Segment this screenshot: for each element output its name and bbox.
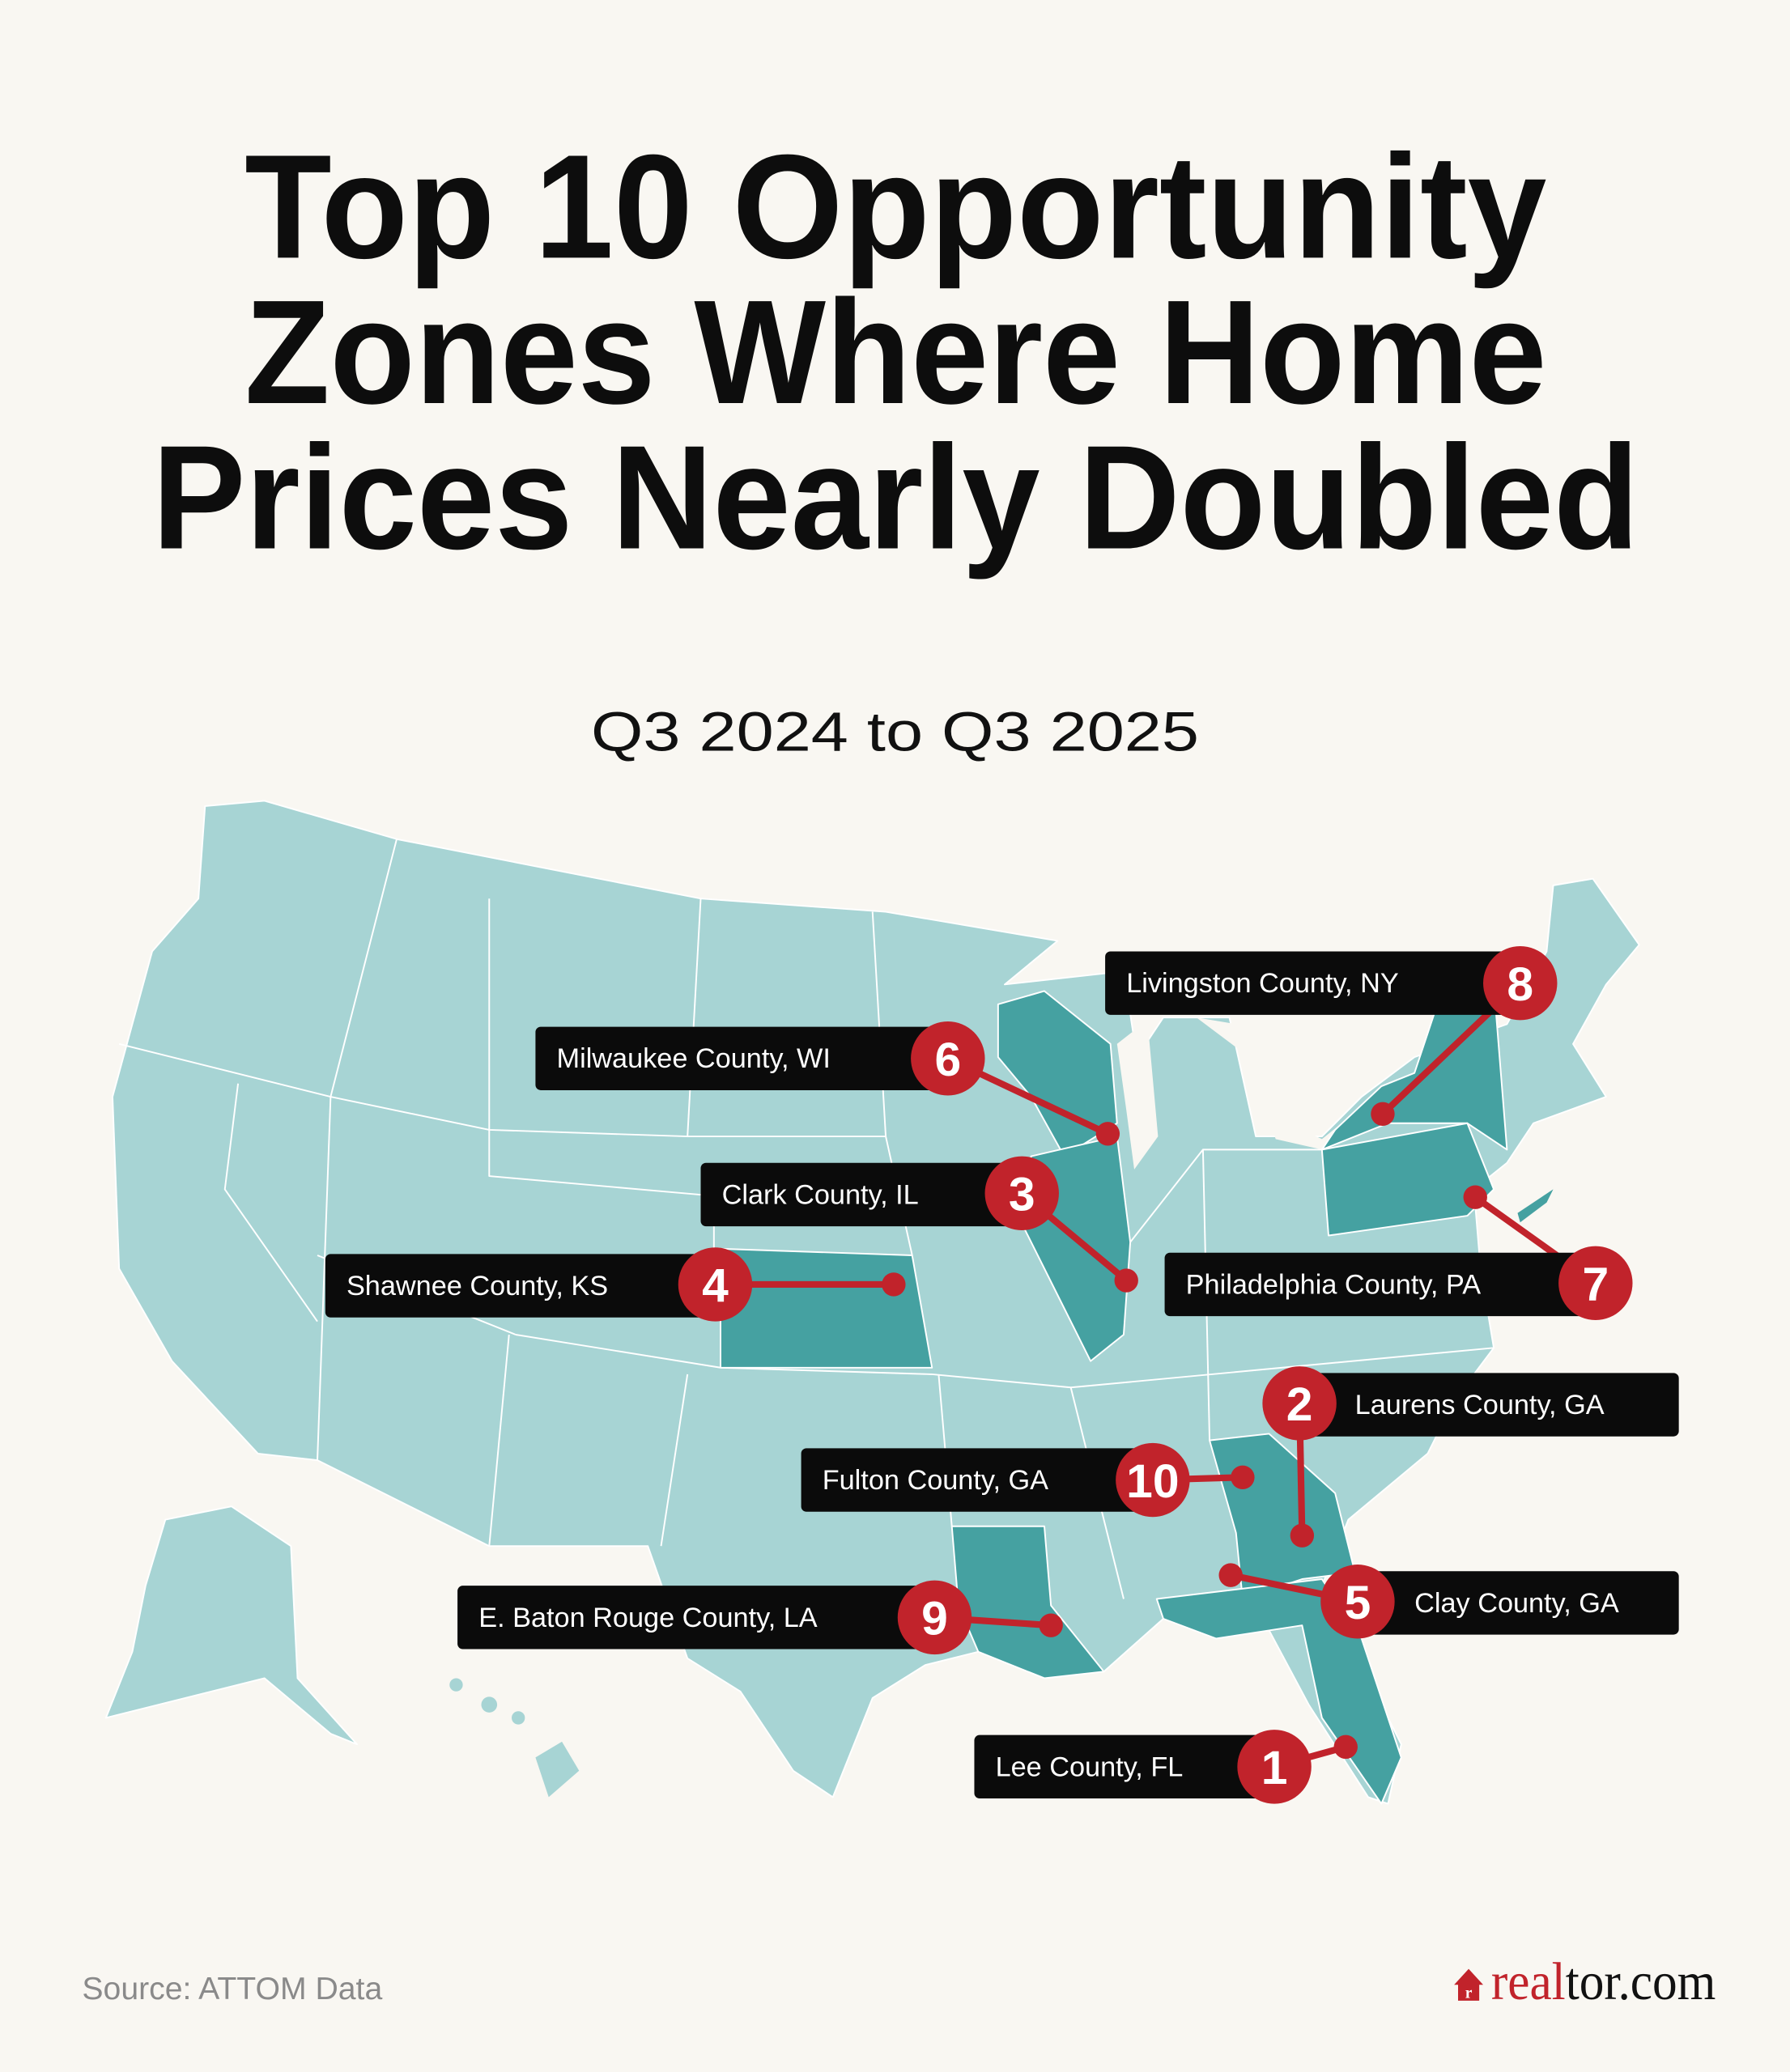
marker-9: E. Baton Rouge County, LA 9 xyxy=(457,1580,1063,1655)
county-label: Lee County, FL xyxy=(996,1751,1184,1782)
rank-number: 3 xyxy=(1009,1169,1035,1221)
svg-text:realtor.com: realtor.com xyxy=(1491,1953,1716,2011)
location-dot xyxy=(1333,1734,1358,1760)
label-box xyxy=(457,1586,935,1650)
label-box xyxy=(974,1734,1273,1799)
rank-number: 4 xyxy=(702,1259,729,1312)
rank-number: 2 xyxy=(1286,1378,1313,1431)
lake-michigan xyxy=(1116,1020,1159,1170)
rank-badge xyxy=(678,1247,753,1322)
lake-huron-erie xyxy=(1196,1017,1375,1150)
county-label: Philadelphia County, PA xyxy=(1186,1269,1482,1300)
marker-5: Clay County, GA 5 xyxy=(1218,1563,1679,1639)
label-box xyxy=(1105,951,1520,1015)
location-dot xyxy=(1371,1102,1395,1127)
rank-number: 9 xyxy=(921,1593,948,1645)
logo-text-red: real xyxy=(1491,1953,1566,2011)
county-label: Livingston County, NY xyxy=(1126,968,1399,999)
label-box xyxy=(325,1254,714,1318)
label-box xyxy=(801,1448,1150,1512)
county-label: Clark County, IL xyxy=(722,1179,919,1210)
marker-1: Lee County, FL 1 xyxy=(974,1730,1358,1804)
rank-number: 1 xyxy=(1261,1742,1288,1794)
title-line-2: Zones Where Home xyxy=(244,269,1546,435)
location-dot xyxy=(1039,1613,1063,1637)
county-label: Shawnee County, KS xyxy=(347,1271,608,1301)
markers-layer: Lee County, FL 1 Laurens County, GA 2 Clark … xyxy=(325,945,1679,1804)
county-label: Fulton County, GA xyxy=(823,1465,1048,1496)
label-box xyxy=(1361,1571,1679,1635)
title-line-1: Top 10 Opportunity xyxy=(244,123,1546,289)
rank-number: 5 xyxy=(1345,1577,1371,1629)
location-dot xyxy=(1218,1563,1243,1587)
location-dot xyxy=(1463,1185,1487,1209)
realtor-logo: r realtor.com xyxy=(1454,1953,1716,2011)
label-box xyxy=(700,1162,1023,1227)
rank-badge xyxy=(897,1580,972,1655)
label-box xyxy=(535,1026,950,1090)
state-ks xyxy=(720,1247,933,1369)
marker-10: Fulton County, GA 10 xyxy=(801,1442,1255,1518)
rank-number: 8 xyxy=(1507,958,1533,1011)
location-dot xyxy=(1231,1465,1255,1489)
house-r-icon: r xyxy=(1454,1968,1484,2002)
marker-8: Livingston County, NY 8 xyxy=(1105,945,1558,1127)
rank-number: 10 xyxy=(1126,1455,1179,1508)
rank-badge xyxy=(1558,1246,1633,1321)
marker-2: Laurens County, GA 2 xyxy=(1262,1366,1679,1548)
location-dot xyxy=(1095,1122,1120,1146)
rank-badge xyxy=(984,1156,1059,1230)
rank-number: 7 xyxy=(1582,1259,1609,1311)
title-line-3: Prices Nearly Doubled xyxy=(152,414,1639,580)
rank-badge xyxy=(1237,1730,1312,1804)
marker-3: Clark County, IL 3 xyxy=(700,1156,1138,1293)
location-dot xyxy=(1290,1523,1315,1548)
location-dot xyxy=(1114,1268,1138,1293)
county-label: Milwaukee County, WI xyxy=(557,1043,831,1074)
rank-badge xyxy=(1262,1366,1337,1441)
rank-badge xyxy=(1116,1442,1190,1518)
rank-badge xyxy=(1320,1565,1395,1639)
label-box xyxy=(1164,1252,1596,1317)
state-wi xyxy=(997,990,1118,1157)
location-dot xyxy=(882,1272,906,1297)
source-note: Source: ATTOM Data xyxy=(82,1972,382,2006)
long-island xyxy=(1517,1189,1554,1223)
logo-text-black: tor.com xyxy=(1566,1953,1716,2011)
alaska xyxy=(104,1505,358,1746)
county-label: Clay County, GA xyxy=(1414,1588,1619,1619)
label-box xyxy=(1302,1373,1679,1437)
svg-text:r: r xyxy=(1465,1985,1473,2002)
hawaii xyxy=(449,1678,580,1798)
rank-badge xyxy=(911,1021,985,1096)
subtitle: Q3 2024 to Q3 2025 xyxy=(591,700,1199,762)
rank-number: 6 xyxy=(934,1034,961,1086)
county-label: E. Baton Rouge County, LA xyxy=(478,1603,818,1633)
marker-4: Shawnee County, KS 4 xyxy=(325,1247,906,1322)
marker-6: Milwaukee County, WI 6 xyxy=(535,1021,1120,1146)
state-ny xyxy=(1320,983,1508,1151)
rank-badge xyxy=(1483,945,1558,1021)
county-label: Laurens County, GA xyxy=(1355,1390,1605,1420)
marker-7: Philadelphia County, PA 7 xyxy=(1164,1185,1633,1321)
